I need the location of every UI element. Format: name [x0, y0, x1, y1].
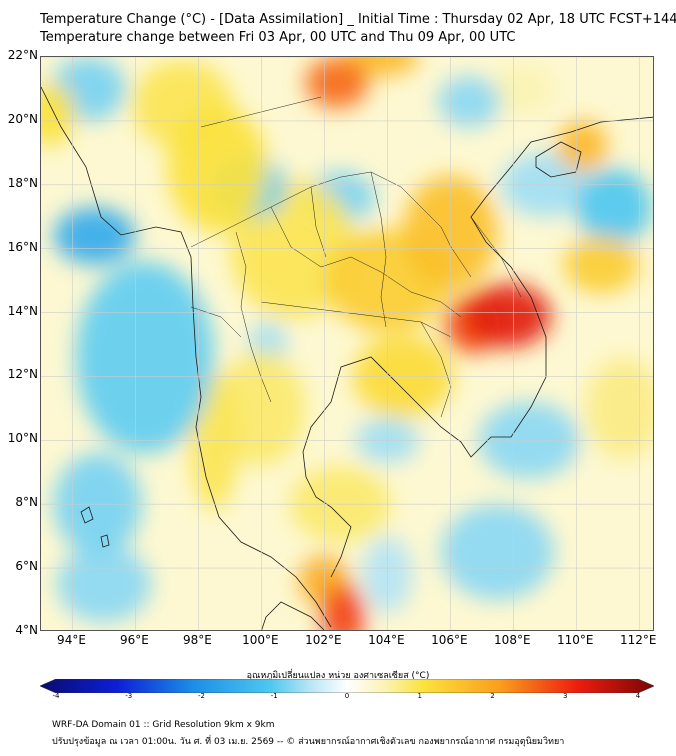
colorbar: [40, 679, 654, 693]
admin-boundary: [470, 216, 522, 298]
cooling-anomaly: [576, 168, 652, 246]
colorbar-label: อุณหภูมิเปลี่ยนแปลง หน่วย องศาเซลเซียส (…: [246, 671, 430, 681]
latitude-tick-label: 12°N: [7, 367, 38, 382]
longitude-tick-label: 94°E: [57, 633, 86, 647]
province-boundaries: [190, 96, 522, 418]
latitude-tick-label: 14°N: [7, 303, 38, 318]
longitude-tick-label: 96°E: [120, 633, 149, 647]
temperature-change-map: [40, 56, 654, 631]
cooling-anomaly: [75, 261, 215, 454]
island-coastline: [80, 506, 94, 524]
longitude-tick-label: 108°E: [494, 633, 531, 647]
colorbar-tick-label: 2: [490, 692, 495, 700]
warming-anomaly: [563, 235, 640, 294]
longitude-tick-label: 104°E: [368, 633, 405, 647]
colorbar-tick-label: 4: [635, 692, 641, 700]
longitude-tick-label: 112°E: [620, 633, 657, 647]
warming-anomaly: [305, 57, 369, 109]
admin-boundary: [270, 206, 462, 318]
latitude-tick-label: 22°N: [7, 48, 38, 62]
colorbar-tick-label: -4: [52, 692, 60, 700]
colorbar-tick-label: -1: [270, 692, 278, 700]
model-info: WRF-DA Domain 01 :: Grid Resolution 9km …: [52, 720, 275, 730]
latitude-tick-label: 18°N: [7, 175, 38, 190]
longitude-tick-label: 110°E: [557, 633, 594, 647]
colorbar-tick-label: -2: [198, 692, 205, 700]
warming-anomaly: [166, 104, 268, 233]
latitude-tick-label: 6°N: [15, 559, 38, 574]
warming-anomaly: [585, 357, 653, 460]
latitude-tick-label: 10°N: [7, 431, 38, 446]
graticule: [41, 57, 653, 630]
colorbar-tick-label: -3: [125, 692, 133, 700]
update-credit: ปรับปรุงข้อมูล ณ เวลา 01:00น. วัน ศ. ที่…: [52, 737, 565, 747]
island-coastline: [261, 601, 325, 630]
longitude-tick-label: 100°E: [242, 633, 279, 647]
cooling-anomaly: [437, 76, 501, 128]
cooling-anomaly: [53, 207, 136, 265]
mainland-coastline: [41, 86, 653, 628]
latitude-tick-label: 16°N: [7, 239, 38, 254]
colorbar-tick-label: 1: [417, 692, 422, 700]
map-canvas: [41, 57, 653, 630]
admin-boundary: [200, 96, 322, 128]
colorbar-tick-label: 0: [344, 692, 350, 700]
warming-anomaly: [321, 584, 366, 630]
island-coastline: [100, 534, 110, 548]
latitude-tick-label: 4°N: [15, 623, 38, 637]
colorbar-tick-label: 3: [563, 692, 568, 700]
admin-boundary: [310, 186, 327, 258]
admin-boundary: [420, 321, 452, 418]
longitude-tick-label: 98°E: [182, 633, 212, 647]
warming-anomaly: [462, 283, 552, 348]
latitude-tick-label: 8°N: [15, 495, 38, 510]
warming-anomaly: [491, 63, 555, 115]
map-title: Temperature Change (°C) - [Data Assimila…: [40, 12, 676, 27]
admin-boundary: [190, 306, 242, 338]
admin-boundary: [235, 231, 272, 403]
longitude-tick-label: 106°E: [431, 633, 468, 647]
map-subtitle: Temperature change between Fri 03 Apr, 0…: [40, 30, 516, 45]
longitude-tick-label: 102°E: [305, 633, 342, 647]
colorbar-ramp: [40, 679, 654, 693]
admin-boundary: [370, 171, 387, 328]
warming-anomaly: [41, 82, 76, 147]
admin-boundary: [260, 301, 452, 338]
warming-anomaly: [557, 120, 608, 172]
cooling-anomaly: [440, 504, 555, 601]
latitude-tick-label: 20°N: [7, 111, 38, 126]
cooling-anomaly: [56, 545, 152, 623]
